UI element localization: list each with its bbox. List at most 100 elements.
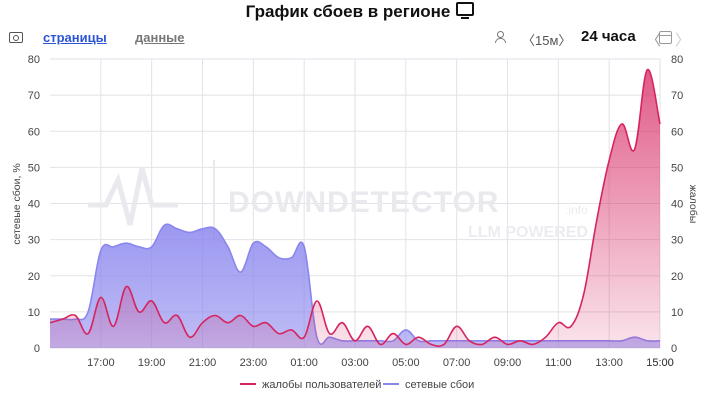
complaints-point[interactable] — [607, 158, 611, 162]
complaints-point[interactable] — [340, 321, 344, 325]
outages-point[interactable] — [149, 245, 153, 249]
complaints-point[interactable] — [99, 295, 103, 299]
complaints-point[interactable] — [391, 331, 395, 335]
tab-data[interactable]: данные — [135, 30, 185, 45]
complaints-point[interactable] — [315, 299, 319, 303]
outages-point[interactable] — [264, 245, 268, 249]
page-title-text: График сбоев в регионе — [245, 2, 451, 21]
complaints-point[interactable] — [493, 335, 497, 339]
complaints-point[interactable] — [302, 335, 306, 339]
outages-point[interactable] — [188, 230, 192, 234]
range-next-button[interactable]: 〉 — [675, 32, 691, 49]
outages-point[interactable] — [238, 270, 242, 274]
complaints-point[interactable] — [251, 324, 255, 328]
range-prev-button[interactable]: 〈 — [646, 32, 662, 49]
outages-point[interactable] — [404, 328, 408, 332]
outages-point[interactable] — [277, 255, 281, 259]
y-tick-right: 40 — [671, 199, 683, 211]
complaints-point[interactable] — [531, 342, 535, 346]
y-tick-left: 20 — [28, 271, 40, 283]
complaints-point[interactable] — [556, 321, 560, 325]
complaints-point[interactable] — [480, 342, 484, 346]
complaints-point[interactable] — [620, 122, 624, 126]
complaints-point[interactable] — [518, 339, 522, 343]
complaints-point[interactable] — [327, 331, 331, 335]
outages-point[interactable] — [99, 248, 103, 252]
y-axis-left: 0 10 20 30 40 50 60 70 80 — [28, 54, 40, 355]
outages-point[interactable] — [200, 227, 204, 231]
y-tick-right: 80 — [671, 54, 683, 66]
complaints-point[interactable] — [366, 324, 370, 328]
complaints-point[interactable] — [213, 313, 217, 317]
complaints-point[interactable] — [162, 321, 166, 325]
complaints-point[interactable] — [149, 299, 153, 303]
person-icon[interactable] — [494, 31, 506, 43]
complaints-point[interactable] — [175, 313, 179, 317]
y-tick-right: 30 — [671, 235, 683, 247]
x-tick: 09:00 — [494, 357, 522, 369]
x-axis: 15:00 17:00 19:00 21:00 23:00 01:00 03:00 05:00… — [87, 357, 674, 369]
complaints-point[interactable] — [505, 342, 509, 346]
outages-point[interactable] — [302, 245, 306, 249]
complaints-point[interactable] — [543, 335, 547, 339]
outages-point[interactable] — [226, 245, 230, 249]
y-tick-right: 0 — [671, 343, 677, 355]
legend-complaints[interactable]: жалобы пользователей — [240, 379, 381, 391]
complaints-point[interactable] — [264, 321, 268, 325]
outages-point[interactable] — [213, 227, 217, 231]
calendar-icon[interactable] — [659, 31, 672, 44]
complaints-point[interactable] — [416, 335, 420, 339]
complaints-point[interactable] — [429, 342, 433, 346]
outages-point[interactable] — [124, 241, 128, 245]
complaints-point[interactable] — [582, 292, 586, 296]
complaints-point[interactable] — [353, 339, 357, 343]
complaints-point[interactable] — [442, 342, 446, 346]
y-tick-right: 60 — [671, 126, 683, 138]
complaints-line — [49, 68, 661, 347]
x-tick: 01:00 — [290, 357, 318, 369]
outages-point[interactable] — [162, 223, 166, 227]
watermark: DOWNDETECTOR .info LLM POWERED — [88, 160, 588, 241]
tab-pages[interactable]: страницы — [43, 30, 107, 45]
x-tick: 07:00 — [443, 357, 471, 369]
page-title: График сбоев в регионе — [0, 2, 720, 22]
legend-outages[interactable]: сетевые сбои — [383, 379, 474, 391]
complaints-point[interactable] — [226, 321, 230, 325]
complaints-point[interactable] — [73, 313, 77, 317]
outages-point[interactable] — [111, 245, 115, 249]
complaints-point[interactable] — [454, 324, 458, 328]
complaints-area — [50, 69, 660, 348]
outages-point[interactable] — [175, 227, 179, 231]
x-tick: 17:00 — [87, 357, 115, 369]
outages-point[interactable] — [86, 310, 90, 314]
complaints-point[interactable] — [238, 313, 242, 317]
x-tick: 05:00 — [392, 357, 420, 369]
y-tick-right: 50 — [671, 162, 683, 174]
complaints-point[interactable] — [569, 324, 573, 328]
outages-point[interactable] — [289, 255, 293, 259]
complaints-point[interactable] — [111, 324, 115, 328]
camera-icon[interactable] — [9, 32, 23, 43]
complaints-point[interactable] — [188, 335, 192, 339]
complaints-point[interactable] — [404, 342, 408, 346]
complaints-point[interactable] — [48, 321, 52, 325]
complaints-point[interactable] — [289, 328, 293, 332]
outages-point[interactable] — [137, 245, 141, 249]
complaints-point[interactable] — [124, 284, 128, 288]
complaints-point[interactable] — [467, 339, 471, 343]
complaints-point[interactable] — [658, 122, 662, 126]
complaints-point[interactable] — [594, 219, 598, 223]
complaints-point[interactable] — [378, 342, 382, 346]
complaints-point[interactable] — [645, 68, 649, 72]
legend-complaints-swatch — [240, 383, 256, 385]
x-tick: 15:00 — [646, 357, 674, 369]
complaints-point[interactable] — [137, 310, 141, 314]
outages-point[interactable] — [251, 241, 255, 245]
complaints-point[interactable] — [200, 321, 204, 325]
complaints-point[interactable] — [86, 331, 90, 335]
complaints-point[interactable] — [61, 317, 65, 321]
interval-selector[interactable]: 〈15м〉 — [522, 33, 572, 48]
y-tick-left: 0 — [34, 343, 40, 355]
complaints-point[interactable] — [632, 147, 636, 151]
complaints-point[interactable] — [277, 331, 281, 335]
